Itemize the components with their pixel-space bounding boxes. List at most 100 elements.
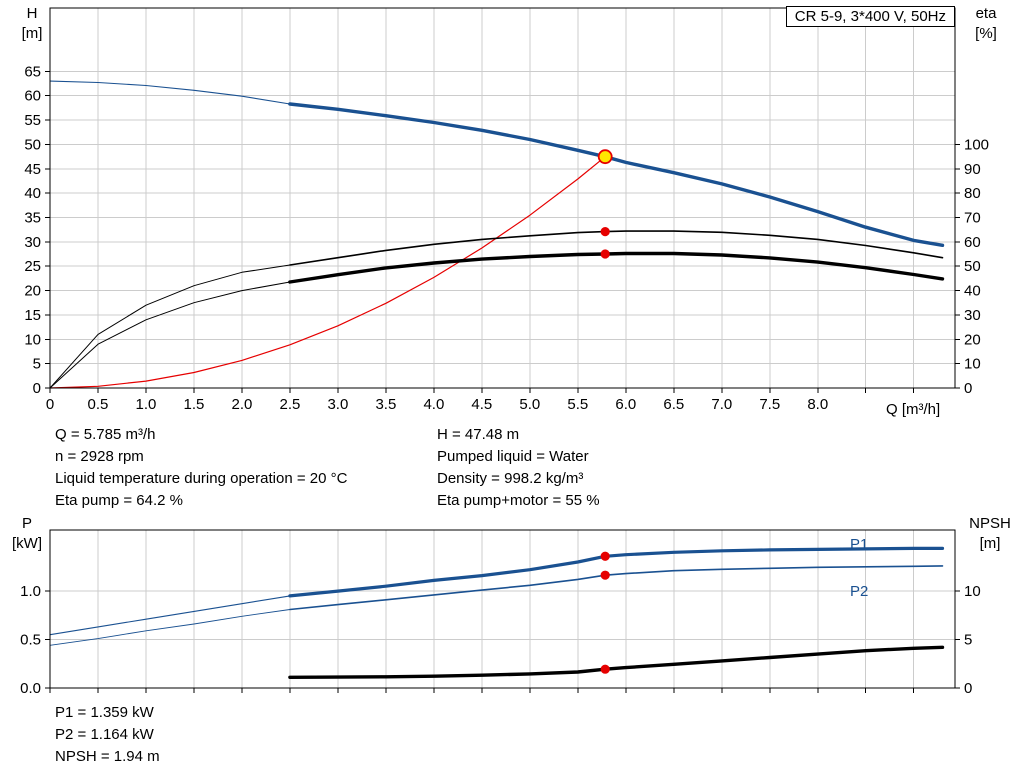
curve-p2 bbox=[289, 565, 944, 611]
npsh-readout: NPSH = 1.94 m bbox=[55, 748, 160, 765]
h-axis-title-unit: [m] bbox=[21, 25, 43, 42]
y-left-tick-label: 20 bbox=[24, 283, 41, 300]
curve-eta-pump-and-motor bbox=[49, 281, 291, 389]
y-right-tick-label: 10 bbox=[964, 583, 981, 600]
x-tick-label: 1.5 bbox=[184, 396, 205, 413]
y-left-tick-label: 50 bbox=[24, 136, 41, 153]
npsh-axis-title-unit: [m] bbox=[979, 535, 1001, 552]
head-readout: H = 47.48 m bbox=[437, 426, 520, 443]
x-tick-label: 0.5 bbox=[88, 396, 109, 413]
eta-pump-motor-readout: Eta pump+motor = 55 % bbox=[437, 492, 600, 509]
curve-p1 bbox=[49, 595, 291, 636]
x-tick-label: 7.5 bbox=[759, 396, 780, 413]
x-tick-label: 2.0 bbox=[232, 396, 253, 413]
p2-readout: P2 = 1.164 kW bbox=[55, 726, 154, 743]
p2-point-marker bbox=[600, 570, 610, 580]
y-left-tick-label: 60 bbox=[24, 88, 41, 105]
liquid-temperature-readout: Liquid temperature during operation = 20… bbox=[55, 470, 348, 487]
y-left-tick-label: 0.0 bbox=[20, 680, 41, 697]
power-readouts: P1 = 1.359 kW P2 = 1.164 kW NPSH = 1.94 … bbox=[55, 702, 160, 768]
p-axis-title-unit: [kW] bbox=[12, 535, 42, 552]
curve-eta-pump-and-motor bbox=[288, 251, 945, 284]
y-right-tick-label: 30 bbox=[964, 307, 981, 324]
y-left-tick-label: 45 bbox=[24, 161, 41, 178]
curve-system-curve bbox=[49, 156, 606, 389]
x-tick-label: 8.0 bbox=[807, 396, 828, 413]
q-axis-label: Q [m³/h] bbox=[886, 401, 941, 418]
x-tick-label: 4.0 bbox=[423, 396, 444, 413]
y-right-tick-label: 10 bbox=[964, 356, 981, 373]
duty-readout-right: H = 47.48 m Pumped liquid = Water Densit… bbox=[437, 424, 600, 512]
h-axis-title-symbol: H bbox=[26, 5, 38, 22]
curve-p1 bbox=[288, 546, 945, 598]
y-right-tick-label: 70 bbox=[964, 209, 981, 226]
curve-eta-pump bbox=[49, 264, 291, 389]
x-tick-label: 6.0 bbox=[615, 396, 636, 413]
h-axis-title: H [m] bbox=[14, 4, 50, 44]
duty-point-marker[interactable] bbox=[597, 149, 613, 165]
eta-pump-readout: Eta pump = 64.2 % bbox=[55, 492, 183, 509]
y-right-tick-label: 20 bbox=[964, 331, 981, 348]
eta-pump-motor-point-marker bbox=[600, 249, 610, 259]
curve-head bbox=[288, 102, 945, 248]
curve-npsh bbox=[288, 645, 945, 679]
p-axis-title: P [kW] bbox=[4, 514, 50, 554]
plot-border bbox=[49, 7, 956, 389]
eta-axis-title-symbol: eta bbox=[975, 5, 997, 22]
y-right-tick-label: 0 bbox=[964, 380, 972, 397]
x-tick-label: 0 bbox=[46, 396, 54, 413]
y-right-tick-label: 50 bbox=[964, 258, 981, 275]
y-left-tick-label: 55 bbox=[24, 112, 41, 129]
density-readout: Density = 998.2 kg/m³ bbox=[437, 470, 584, 487]
x-tick-label: 2.5 bbox=[279, 396, 300, 413]
x-tick-label: 5.5 bbox=[567, 396, 588, 413]
eta-pump-point-marker bbox=[600, 227, 610, 237]
p2-curve-label: P2 bbox=[850, 583, 869, 600]
y-right-tick-label: 0 bbox=[964, 680, 972, 697]
p1-readout: P1 = 1.359 kW bbox=[55, 704, 154, 721]
p1-point-marker bbox=[600, 551, 610, 561]
y-left-tick-label: 65 bbox=[24, 63, 41, 80]
y-left-tick-label: 5 bbox=[33, 356, 41, 373]
y-left-tick-label: 30 bbox=[24, 234, 41, 251]
pumped-liquid-readout: Pumped liquid = Water bbox=[437, 448, 589, 465]
y-right-tick-label: 80 bbox=[964, 185, 981, 202]
duty-readout-left: Q = 5.785 m³/h n = 2928 rpm Liquid tempe… bbox=[55, 424, 347, 512]
p1-curve-label: P1 bbox=[850, 536, 869, 553]
chart-title-box: CR 5-9, 3*400 V, 50Hz bbox=[785, 6, 955, 27]
y-left-tick-label: 1.0 bbox=[20, 583, 41, 600]
y-right-tick-label: 100 bbox=[964, 136, 989, 153]
curve-eta-pump bbox=[289, 230, 944, 266]
x-tick-label: 7.0 bbox=[711, 396, 732, 413]
x-tick-label: 3.0 bbox=[327, 396, 348, 413]
eta-axis-title-unit: [%] bbox=[975, 25, 997, 42]
y-left-tick-label: 15 bbox=[24, 307, 41, 324]
y-right-tick-label: 60 bbox=[964, 234, 981, 251]
p-axis-title-symbol: P bbox=[21, 515, 32, 532]
curve-p2 bbox=[49, 609, 291, 646]
npsh-axis-title-symbol: NPSH bbox=[969, 515, 1011, 532]
y-right-tick-label: 40 bbox=[964, 283, 981, 300]
flow-readout: Q = 5.785 m³/h bbox=[55, 426, 156, 443]
x-tick-label: 6.5 bbox=[663, 396, 684, 413]
y-right-tick-label: 5 bbox=[964, 632, 972, 649]
y-left-tick-label: 10 bbox=[24, 331, 41, 348]
x-tick-label: 5.0 bbox=[519, 396, 540, 413]
x-tick-label: 4.5 bbox=[471, 396, 492, 413]
npsh-axis-title: NPSH [m] bbox=[962, 514, 1018, 554]
y-right-tick-label: 90 bbox=[964, 161, 981, 178]
npsh-point-marker bbox=[600, 664, 610, 674]
curve-head bbox=[49, 80, 291, 105]
y-left-tick-label: 0 bbox=[33, 380, 41, 397]
eta-axis-title: eta [%] bbox=[964, 4, 1008, 44]
y-left-tick-label: 35 bbox=[24, 209, 41, 226]
y-left-tick-label: 0.5 bbox=[20, 632, 41, 649]
y-left-tick-label: 40 bbox=[24, 185, 41, 202]
speed-readout: n = 2928 rpm bbox=[55, 448, 144, 465]
y-left-tick-label: 25 bbox=[24, 258, 41, 275]
x-tick-label: 1.0 bbox=[136, 396, 157, 413]
plot-border bbox=[49, 529, 956, 689]
x-tick-label: 3.5 bbox=[375, 396, 396, 413]
